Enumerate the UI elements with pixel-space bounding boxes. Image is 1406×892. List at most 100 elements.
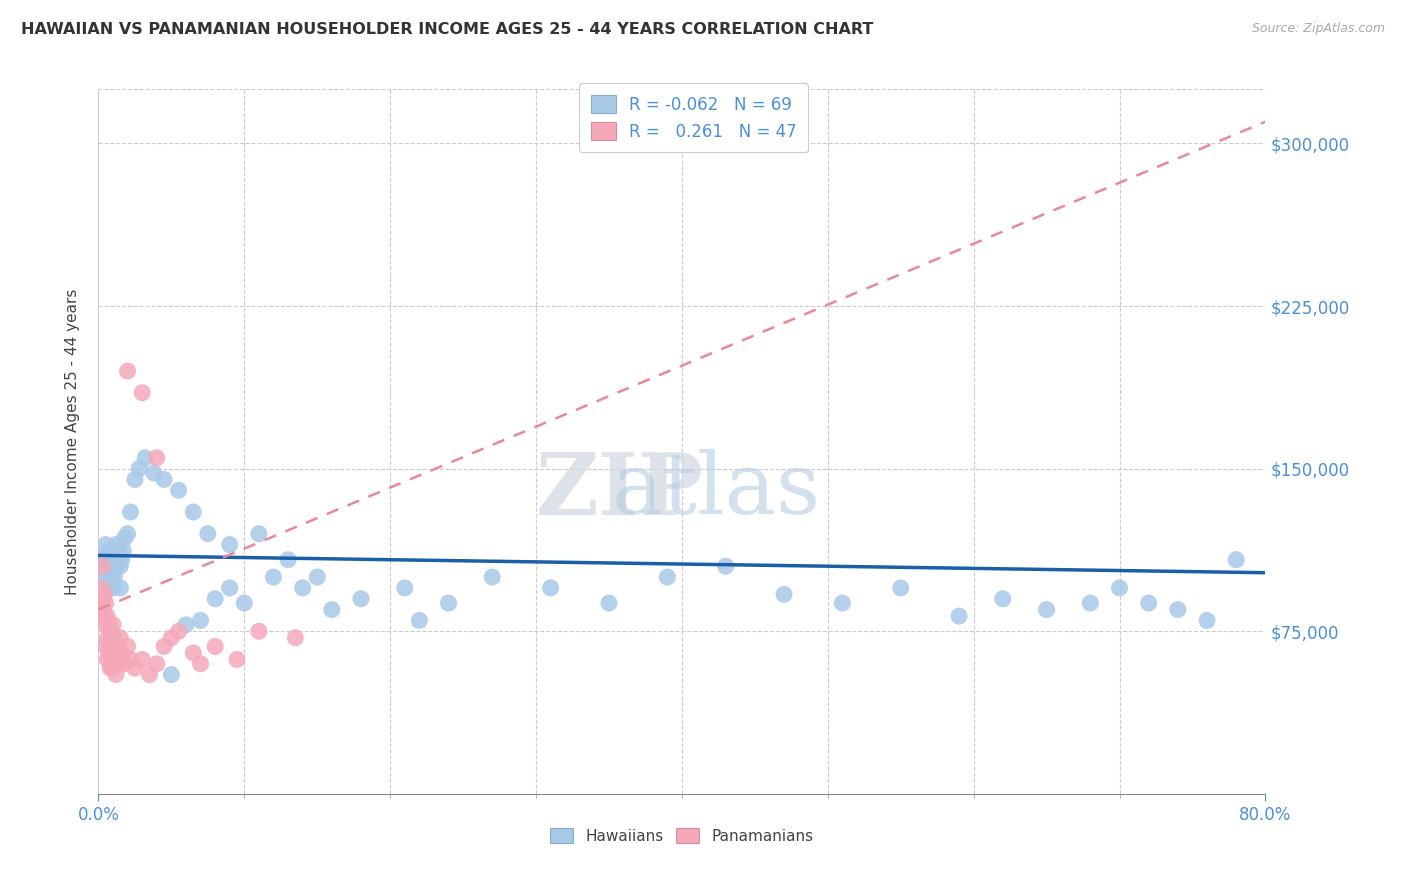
Text: Source: ZipAtlas.com: Source: ZipAtlas.com bbox=[1251, 22, 1385, 36]
Point bbox=[167, 624, 190, 639]
Point bbox=[98, 559, 121, 574]
Point bbox=[94, 570, 117, 584]
Point bbox=[103, 631, 125, 645]
Point bbox=[218, 537, 240, 551]
Point bbox=[167, 483, 190, 498]
Point bbox=[128, 461, 150, 475]
Point bbox=[124, 473, 146, 487]
Point bbox=[100, 631, 122, 645]
Point bbox=[831, 596, 853, 610]
Point bbox=[1080, 596, 1102, 610]
Point bbox=[96, 581, 118, 595]
Point bbox=[101, 581, 124, 595]
Point bbox=[97, 570, 120, 584]
Point bbox=[98, 581, 121, 595]
Point bbox=[91, 596, 114, 610]
Point bbox=[1035, 602, 1057, 616]
Point bbox=[481, 570, 503, 584]
Point bbox=[96, 609, 118, 624]
Point bbox=[153, 473, 176, 487]
Point bbox=[291, 581, 314, 595]
Point bbox=[598, 596, 620, 610]
Point bbox=[105, 640, 128, 654]
Point bbox=[97, 617, 120, 632]
Point bbox=[233, 596, 256, 610]
Legend: Hawaiians, Panamanians: Hawaiians, Panamanians bbox=[544, 822, 820, 850]
Point bbox=[153, 640, 176, 654]
Point bbox=[142, 466, 165, 480]
Point bbox=[247, 624, 270, 639]
Point bbox=[714, 559, 737, 574]
Point bbox=[114, 657, 136, 671]
Point bbox=[117, 364, 139, 378]
Point bbox=[307, 570, 329, 584]
Point bbox=[1108, 581, 1130, 595]
Point bbox=[263, 570, 285, 584]
Point bbox=[321, 602, 343, 616]
Point bbox=[93, 587, 115, 601]
Point bbox=[138, 667, 160, 681]
Point bbox=[117, 526, 139, 541]
Point bbox=[96, 652, 118, 666]
Point bbox=[146, 450, 169, 465]
Point bbox=[134, 450, 156, 465]
Text: HAWAIIAN VS PANAMANIAN HOUSEHOLDER INCOME AGES 25 - 44 YEARS CORRELATION CHART: HAWAIIAN VS PANAMANIAN HOUSEHOLDER INCOM… bbox=[21, 22, 873, 37]
Point bbox=[948, 609, 970, 624]
Point bbox=[437, 596, 460, 610]
Point bbox=[96, 631, 118, 645]
Point bbox=[120, 652, 142, 666]
Point bbox=[91, 559, 114, 574]
Point bbox=[540, 581, 562, 595]
Point bbox=[103, 570, 125, 584]
Point bbox=[890, 581, 912, 595]
Point bbox=[94, 617, 117, 632]
Point bbox=[93, 609, 115, 624]
Point bbox=[120, 505, 142, 519]
Point bbox=[160, 667, 183, 681]
Point bbox=[131, 652, 153, 666]
Point bbox=[350, 591, 373, 606]
Point bbox=[94, 596, 117, 610]
Point bbox=[104, 537, 127, 551]
Point bbox=[90, 581, 112, 595]
Point bbox=[100, 652, 122, 666]
Point bbox=[104, 667, 127, 681]
Point bbox=[94, 640, 117, 654]
Point bbox=[277, 552, 299, 566]
Y-axis label: Householder Income Ages 25 - 44 years: Householder Income Ages 25 - 44 years bbox=[65, 288, 80, 595]
Point bbox=[110, 631, 132, 645]
Point bbox=[101, 661, 124, 675]
Point bbox=[1197, 614, 1219, 628]
Point bbox=[101, 640, 124, 654]
Point bbox=[124, 661, 146, 675]
Point bbox=[408, 614, 430, 628]
Point bbox=[247, 526, 270, 541]
Point bbox=[112, 544, 135, 558]
Point bbox=[284, 631, 307, 645]
Point bbox=[197, 526, 219, 541]
Point bbox=[190, 657, 212, 671]
Point bbox=[101, 617, 124, 632]
Point bbox=[991, 591, 1014, 606]
Point bbox=[97, 646, 120, 660]
Point bbox=[94, 537, 117, 551]
Text: ZIP: ZIP bbox=[536, 449, 704, 533]
Point bbox=[394, 581, 416, 595]
Point bbox=[657, 570, 679, 584]
Point bbox=[103, 549, 125, 563]
Point bbox=[98, 640, 121, 654]
Point bbox=[104, 559, 127, 574]
Point bbox=[146, 657, 169, 671]
Point bbox=[204, 640, 226, 654]
Point bbox=[117, 640, 139, 654]
Point bbox=[773, 587, 796, 601]
Point bbox=[104, 646, 127, 660]
Text: atlas: atlas bbox=[612, 450, 821, 533]
Point bbox=[108, 657, 131, 671]
Point bbox=[174, 617, 197, 632]
Point bbox=[218, 581, 240, 595]
Point bbox=[160, 631, 183, 645]
Text: ZIP: ZIP bbox=[536, 450, 814, 533]
Point bbox=[110, 581, 132, 595]
Point bbox=[98, 661, 121, 675]
